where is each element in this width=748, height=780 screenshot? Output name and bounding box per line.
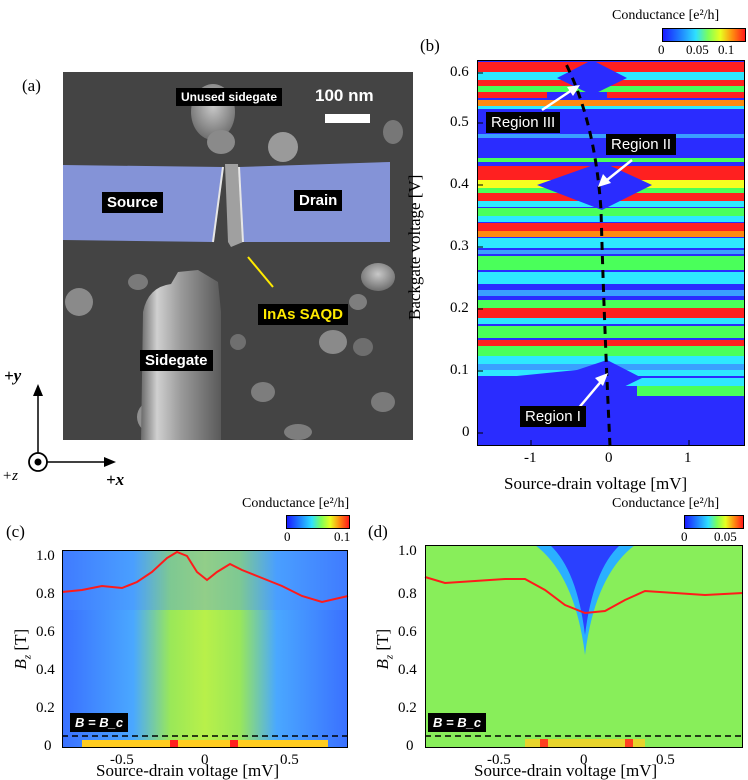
axis-x-label: +x — [106, 470, 125, 489]
c-ytick-4: 0.8 — [36, 586, 55, 602]
heatmap-b-frame — [477, 59, 745, 447]
d-xlabel: Source-drain voltage [mV] — [474, 761, 658, 780]
c-ytick-5: 1.0 — [36, 548, 55, 564]
d-ylabel: Bz [T] — [373, 628, 396, 670]
c-xtick-2: 0.5 — [280, 752, 299, 768]
colorbar-b-tick-0: 0 — [658, 42, 665, 57]
c-ytick-3: 0.6 — [36, 624, 55, 640]
d-xtick-1: 0 — [580, 752, 588, 768]
d-ytick-5: 1.0 — [398, 543, 417, 559]
c-ylabel: Bz [T] — [11, 628, 34, 670]
d-xtick-0: -0.5 — [487, 752, 511, 768]
sidegate-label: Sidegate — [140, 350, 213, 371]
b-xlabel: Source-drain voltage [mV] — [504, 474, 688, 493]
scalebar-label: 100 nm — [315, 86, 374, 105]
axis-y-label: +y — [4, 366, 22, 385]
c-ytick-0: 0 — [44, 738, 52, 754]
colorbar-b — [662, 28, 746, 42]
colorbar-d-tick-1: 0.05 — [714, 529, 737, 544]
c-ytick-2: 0.4 — [36, 662, 55, 678]
c-ytick-1: 0.2 — [36, 700, 55, 716]
d-xtick-2: 0.5 — [656, 752, 675, 768]
b-ylabel: Backgate voltage [V] — [405, 174, 424, 320]
colorbar-c-tick-1: 0.1 — [334, 529, 351, 544]
b-ytick-2: 0.2 — [450, 300, 469, 316]
c-annotation: B = B_c — [70, 713, 129, 732]
d-ytick-1: 0.2 — [398, 700, 417, 716]
axes-icon — [28, 384, 116, 472]
colorbar-c — [286, 515, 350, 529]
b-xtick-1: 0 — [605, 450, 613, 466]
panel-a-label: (a) — [22, 76, 41, 95]
b-ytick-3: 0.3 — [450, 238, 469, 254]
drain-label: Drain — [294, 190, 343, 211]
region3-label: Region III — [486, 112, 561, 133]
c-xtick-1: 0 — [201, 752, 209, 768]
b-ytick-0: 0 — [462, 424, 470, 440]
b-xtick-2: 1 — [684, 450, 692, 466]
colorbar-d-tick-0: 0 — [681, 529, 688, 544]
region1-label: Region I — [520, 406, 586, 427]
panel-d-label: (d) — [368, 522, 388, 541]
c-xtick-0: -0.5 — [110, 752, 134, 768]
colorbar-b-tick-2: 0.1 — [718, 42, 735, 57]
colorbar-c-tick-0: 0 — [284, 529, 291, 544]
b-ytick-4: 0.4 — [450, 176, 469, 192]
b-ytick-6: 0.6 — [450, 64, 469, 80]
colorbar-d — [684, 515, 744, 529]
colorbar-b-tick-1: 0.05 — [686, 42, 709, 57]
unused-sidegate-label: Unused sidegate — [176, 88, 283, 106]
d-ytick-2: 0.4 — [398, 662, 417, 678]
d-ytick-0: 0 — [406, 738, 414, 754]
colorbar-b-title: Conductance [e²/h] — [612, 8, 720, 23]
d-ytick-4: 0.8 — [398, 586, 417, 602]
panel-c-label: (c) — [6, 522, 25, 541]
d-annotation: B = B_c — [428, 713, 487, 732]
b-ytick-1: 0.1 — [450, 362, 469, 378]
b-xtick-0: -1 — [524, 450, 537, 466]
colorbar-c-title: Conductance [e²/h] — [242, 496, 350, 511]
b-ytick-5: 0.5 — [450, 114, 469, 130]
axis-z-label: +z — [2, 468, 18, 484]
c-xlabel: Source-drain voltage [mV] — [96, 761, 280, 780]
d-ytick-3: 0.6 — [398, 624, 417, 640]
source-label: Source — [102, 192, 163, 213]
dot-label: InAs SAQD — [258, 304, 349, 325]
region2-label: Region II — [606, 134, 677, 155]
panel-b-label: (b) — [420, 36, 440, 55]
colorbar-d-title: Conductance [e²/h] — [612, 496, 720, 511]
